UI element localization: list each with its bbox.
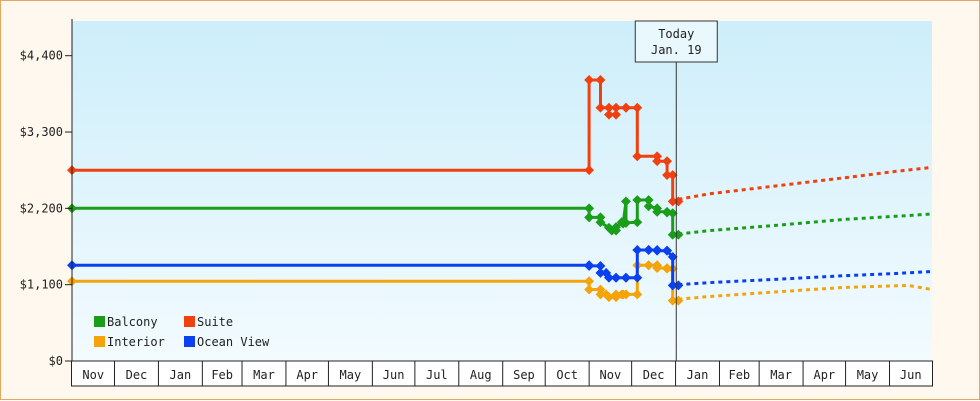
data-point-interior[interactable] [643,260,654,271]
data-point-balcony[interactable] [667,208,678,219]
data-point-balcony[interactable] [621,217,631,228]
x-tick-label: Jun [900,368,922,382]
data-point-ocean-view[interactable] [667,280,678,291]
data-point-ocean-view[interactable] [662,245,673,256]
today-marker-box [634,20,718,63]
x-tick-label: Jun [383,368,405,382]
legend-swatch-ocean-view [184,336,195,347]
x-tick-label: Apr [296,368,318,382]
today-label: Today [658,27,694,41]
data-point-interior[interactable] [632,289,643,300]
legend-label-balcony[interactable]: Balcony [107,315,158,329]
x-tick-label: Dec [126,368,148,382]
legend-swatch-suite [184,316,195,327]
x-tick-label: Apr [813,368,835,382]
data-point-suite[interactable] [662,170,673,180]
data-point-ocean-view[interactable] [595,267,606,278]
data-point-balcony[interactable] [595,217,606,228]
data-point-suite[interactable] [632,102,643,113]
x-tick-label: May [340,368,362,382]
y-tick-label: $4,400 [20,49,63,63]
data-point-suite[interactable] [662,156,673,167]
data-point-ocean-view[interactable] [604,272,614,283]
data-point-ocean-view[interactable] [611,272,622,283]
data-point-balcony[interactable] [667,229,678,240]
data-point-balcony[interactable] [662,207,673,218]
y-tick-label: $2,200 [20,201,63,215]
legend-swatch-interior [94,336,105,347]
data-point-balcony[interactable] [652,206,663,217]
x-tick-label: Jan [170,368,192,382]
data-point-interior[interactable] [595,289,606,300]
data-point-ocean-view[interactable] [584,260,595,271]
month-strip [71,360,933,387]
data-point-interior[interactable] [667,295,678,306]
y-tick-label: $0 [49,354,63,368]
x-tick-label: Jan [687,368,709,382]
data-point-ocean-view[interactable] [643,245,654,255]
today-date: Jan. 19 [651,43,702,57]
data-point-ocean-view[interactable] [632,272,643,283]
x-tick-label: Jul [426,368,448,382]
data-point-interior[interactable] [652,263,663,273]
x-tick-label: Nov [600,368,622,382]
plot-area [72,21,932,361]
x-tick-label: Sep [513,368,535,382]
data-point-balcony[interactable] [621,196,631,207]
legend-swatch-balcony [94,316,105,327]
data-point-suite[interactable] [595,75,606,85]
data-point-ocean-view[interactable] [667,251,678,262]
data-point-interior[interactable] [584,276,595,287]
data-point-interior[interactable] [662,263,673,274]
data-point-balcony[interactable] [632,195,643,205]
data-point-balcony[interactable] [632,217,643,228]
data-point-ocean-view[interactable] [632,245,643,255]
forecast-line-interior [678,283,933,301]
data-point-ocean-view[interactable] [621,272,631,283]
x-tick-label: Mar [770,368,792,382]
data-point-interior[interactable] [611,289,622,300]
data-point-balcony[interactable] [611,222,622,233]
data-point-balcony[interactable] [643,201,654,212]
data-point-ocean-view[interactable] [652,245,663,256]
data-point-balcony[interactable] [584,203,595,214]
forecast-line-suite [678,165,933,201]
data-point-interior[interactable] [584,284,595,295]
y-tick-label: $1,100 [20,278,63,292]
x-tick-label: Oct [556,368,578,382]
x-tick-label: Mar [253,368,275,382]
legend-label-interior[interactable]: Interior [107,335,165,349]
data-point-suite[interactable] [584,165,595,176]
forecast-line-balcony [678,212,933,236]
data-point-balcony[interactable] [584,212,595,223]
legend-label-ocean-view[interactable]: Ocean View [197,335,270,349]
data-point-suite[interactable] [604,102,614,113]
data-point-suite[interactable] [667,196,678,207]
data-point-suite[interactable] [611,109,622,120]
data-point-interior[interactable] [621,289,631,300]
x-tick-label: Dec [643,368,665,382]
y-tick-label: $3,300 [20,125,63,139]
x-tick-label: Feb [728,368,750,382]
x-tick-label: Nov [82,368,104,382]
data-point-suite[interactable] [652,156,663,167]
data-point-ocean-view[interactable] [595,260,606,271]
x-tick-label: May [857,368,879,382]
data-point-suite[interactable] [604,109,614,120]
data-point-suite[interactable] [632,151,643,162]
data-point-suite[interactable] [611,102,622,113]
data-point-balcony[interactable] [643,195,654,205]
data-point-suite[interactable] [584,75,595,85]
forecast-line-ocean-view [678,270,933,287]
x-tick-label: Aug [470,368,492,382]
data-point-suite[interactable] [595,102,606,113]
data-point-suite[interactable] [667,170,678,180]
x-tick-label: Feb [211,368,233,382]
data-point-suite[interactable] [621,102,631,113]
legend-label-suite[interactable]: Suite [197,315,233,329]
